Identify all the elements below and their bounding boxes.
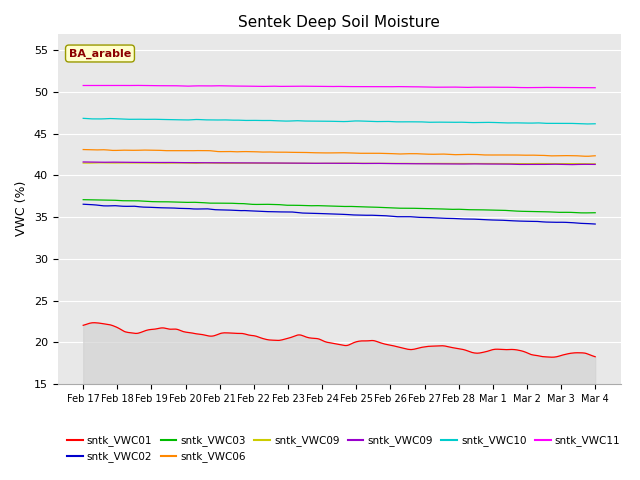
sntk_VWC03 — [79, 197, 87, 203]
sntk_VWC01 — [79, 323, 87, 328]
sntk_VWC01 — [450, 345, 458, 351]
sntk_VWC06 — [449, 152, 456, 157]
sntk_VWC11 — [403, 84, 410, 90]
sntk_VWC10 — [451, 120, 459, 125]
sntk_VWC09 — [282, 160, 290, 166]
sntk_VWC09 — [79, 160, 87, 166]
Line: sntk_VWC09: sntk_VWC09 — [83, 163, 595, 164]
sntk_VWC01 — [248, 333, 255, 338]
sntk_VWC01 — [548, 354, 556, 360]
sntk_VWC09 — [248, 160, 255, 166]
sntk_VWC10 — [246, 118, 254, 123]
sntk_VWC09 — [450, 161, 458, 167]
sntk_VWC09 — [451, 161, 459, 167]
sntk_VWC06 — [451, 152, 459, 157]
sntk_VWC01 — [591, 354, 599, 360]
sntk_VWC06 — [282, 149, 290, 155]
sntk_VWC01 — [284, 336, 291, 341]
sntk_VWC11 — [284, 84, 291, 89]
Title: Sentek Deep Soil Moisture: Sentek Deep Soil Moisture — [238, 15, 440, 30]
sntk_VWC09 — [591, 161, 599, 167]
sntk_VWC02 — [246, 208, 254, 214]
sntk_VWC09 — [95, 160, 102, 166]
Line: sntk_VWC01: sntk_VWC01 — [83, 323, 595, 357]
sntk_VWC11 — [591, 85, 599, 91]
sntk_VWC03 — [246, 201, 254, 207]
sntk_VWC11 — [79, 83, 87, 88]
sntk_VWC09 — [142, 160, 150, 166]
sntk_VWC11 — [582, 85, 590, 91]
sntk_VWC03 — [449, 206, 456, 212]
sntk_VWC02 — [401, 214, 409, 219]
sntk_VWC09 — [79, 159, 87, 165]
sntk_VWC03 — [401, 205, 409, 211]
Text: BA_arable: BA_arable — [69, 48, 131, 59]
sntk_VWC10 — [79, 116, 87, 121]
sntk_VWC06 — [246, 149, 254, 155]
sntk_VWC10 — [584, 121, 591, 127]
Legend: sntk_VWC01, sntk_VWC02, sntk_VWC03, sntk_VWC06, sntk_VWC09, sntk_VWC09, sntk_VWC: sntk_VWC01, sntk_VWC02, sntk_VWC03, sntk… — [63, 431, 625, 467]
Y-axis label: VWC (%): VWC (%) — [15, 181, 28, 237]
sntk_VWC06 — [591, 153, 599, 159]
sntk_VWC09 — [568, 162, 576, 168]
sntk_VWC06 — [141, 147, 148, 153]
sntk_VWC10 — [282, 118, 290, 124]
sntk_VWC02 — [282, 209, 290, 215]
sntk_VWC03 — [581, 210, 589, 216]
sntk_VWC02 — [449, 216, 456, 221]
sntk_VWC09 — [403, 160, 410, 166]
sntk_VWC10 — [591, 121, 599, 127]
sntk_VWC09 — [401, 161, 409, 167]
sntk_VWC11 — [248, 84, 255, 89]
sntk_VWC10 — [141, 117, 148, 122]
sntk_VWC03 — [141, 198, 148, 204]
Line: sntk_VWC02: sntk_VWC02 — [83, 204, 595, 224]
sntk_VWC09 — [141, 159, 148, 165]
sntk_VWC11 — [450, 84, 458, 90]
sntk_VWC06 — [584, 154, 591, 159]
Line: sntk_VWC03: sntk_VWC03 — [83, 200, 595, 213]
sntk_VWC09 — [591, 162, 599, 168]
sntk_VWC10 — [401, 119, 409, 125]
sntk_VWC03 — [282, 203, 290, 208]
sntk_VWC03 — [591, 210, 599, 216]
sntk_VWC10 — [449, 120, 456, 125]
sntk_VWC01 — [90, 320, 97, 325]
sntk_VWC06 — [79, 147, 87, 153]
sntk_VWC02 — [141, 204, 148, 210]
sntk_VWC11 — [142, 83, 150, 88]
sntk_VWC02 — [79, 201, 87, 207]
sntk_VWC01 — [452, 346, 460, 351]
sntk_VWC09 — [246, 160, 254, 166]
sntk_VWC01 — [403, 346, 410, 352]
sntk_VWC02 — [451, 216, 459, 221]
sntk_VWC11 — [452, 84, 460, 90]
Line: sntk_VWC10: sntk_VWC10 — [83, 119, 595, 124]
Line: sntk_VWC11: sntk_VWC11 — [83, 85, 595, 88]
Line: sntk_VWC09: sntk_VWC09 — [83, 162, 595, 165]
sntk_VWC06 — [401, 151, 409, 156]
sntk_VWC09 — [284, 160, 291, 166]
sntk_VWC01 — [142, 327, 150, 333]
sntk_VWC09 — [452, 161, 460, 167]
Line: sntk_VWC06: sntk_VWC06 — [83, 150, 595, 156]
sntk_VWC03 — [451, 206, 459, 212]
sntk_VWC11 — [91, 83, 99, 88]
sntk_VWC02 — [591, 221, 599, 227]
sntk_VWC09 — [449, 161, 456, 167]
